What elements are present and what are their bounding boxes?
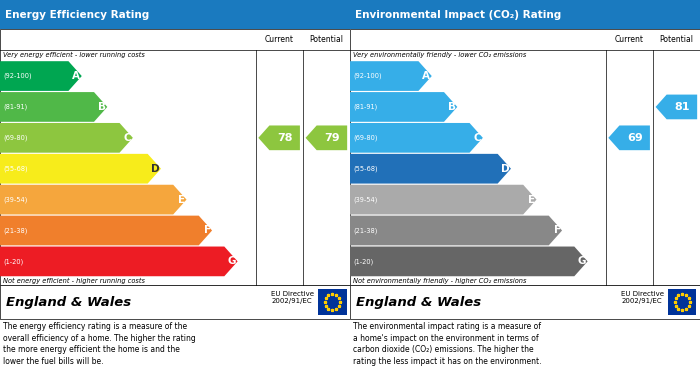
Polygon shape	[0, 123, 133, 152]
Text: Very energy efficient - lower running costs: Very energy efficient - lower running co…	[3, 52, 145, 57]
Text: A: A	[422, 71, 430, 81]
Text: 78: 78	[277, 133, 293, 143]
Bar	[350, 285, 700, 319]
Text: The environmental impact rating is a measure of
a home's impact on the environme: The environmental impact rating is a mea…	[353, 322, 541, 366]
Text: The energy efficiency rating is a measure of the
overall efficiency of a home. T: The energy efficiency rating is a measur…	[3, 322, 195, 366]
Bar	[0, 285, 350, 319]
Polygon shape	[0, 154, 161, 183]
Bar	[350, 29, 700, 285]
Text: B: B	[448, 102, 456, 112]
Polygon shape	[0, 185, 186, 214]
Text: Not environmentally friendly - higher CO₂ emissions: Not environmentally friendly - higher CO…	[353, 278, 526, 284]
Text: Energy Efficiency Rating: Energy Efficiency Rating	[6, 10, 150, 20]
Polygon shape	[0, 61, 82, 91]
Text: (1-20): (1-20)	[354, 258, 374, 265]
Text: (92-100): (92-100)	[354, 73, 382, 79]
Text: D: D	[501, 164, 510, 174]
Text: F: F	[204, 226, 211, 235]
Polygon shape	[306, 126, 347, 150]
Polygon shape	[0, 92, 107, 122]
Bar	[668, 289, 696, 315]
Text: (39-54): (39-54)	[354, 196, 378, 203]
Text: C: C	[124, 133, 132, 143]
Text: G: G	[578, 256, 587, 266]
Polygon shape	[350, 61, 432, 91]
Text: Very environmentally friendly - lower CO₂ emissions: Very environmentally friendly - lower CO…	[353, 52, 526, 57]
Text: 79: 79	[324, 133, 340, 143]
Text: (69-80): (69-80)	[354, 135, 378, 141]
Text: (39-54): (39-54)	[4, 196, 28, 203]
Text: D: D	[151, 164, 160, 174]
Text: G: G	[228, 256, 237, 266]
Text: (81-91): (81-91)	[4, 104, 28, 110]
Polygon shape	[350, 92, 457, 122]
Text: Environmental Impact (CO₂) Rating: Environmental Impact (CO₂) Rating	[355, 10, 561, 20]
Bar	[0, 29, 350, 285]
Text: EU Directive
2002/91/EC: EU Directive 2002/91/EC	[622, 291, 664, 303]
Polygon shape	[0, 215, 212, 246]
Text: F: F	[554, 226, 561, 235]
Text: Not energy efficient - higher running costs: Not energy efficient - higher running co…	[3, 278, 145, 284]
Text: EU Directive
2002/91/EC: EU Directive 2002/91/EC	[272, 291, 314, 303]
Polygon shape	[350, 215, 562, 246]
Text: E: E	[178, 195, 186, 204]
Text: 69: 69	[626, 133, 643, 143]
Polygon shape	[0, 246, 237, 276]
Text: (1-20): (1-20)	[4, 258, 24, 265]
Text: B: B	[98, 102, 106, 112]
Polygon shape	[350, 246, 587, 276]
Text: C: C	[474, 133, 482, 143]
Text: Current: Current	[615, 35, 643, 44]
Text: 81: 81	[674, 102, 690, 112]
Text: Potential: Potential	[659, 35, 694, 44]
Text: England & Wales: England & Wales	[6, 296, 132, 308]
Text: (21-38): (21-38)	[4, 227, 28, 234]
Text: England & Wales: England & Wales	[356, 296, 482, 308]
Bar	[318, 289, 346, 315]
Text: E: E	[528, 195, 536, 204]
Text: (55-68): (55-68)	[4, 165, 28, 172]
Polygon shape	[350, 154, 511, 183]
Text: Current: Current	[265, 35, 293, 44]
Text: Potential: Potential	[309, 35, 344, 44]
Text: (69-80): (69-80)	[4, 135, 28, 141]
Bar	[350, 0, 700, 29]
Polygon shape	[608, 126, 650, 150]
Polygon shape	[656, 95, 697, 119]
Text: (81-91): (81-91)	[354, 104, 378, 110]
Text: (21-38): (21-38)	[354, 227, 378, 234]
Text: A: A	[72, 71, 80, 81]
Polygon shape	[350, 185, 536, 214]
Polygon shape	[350, 123, 483, 152]
Polygon shape	[258, 126, 300, 150]
Bar	[0, 0, 350, 29]
Text: (92-100): (92-100)	[4, 73, 32, 79]
Text: (55-68): (55-68)	[354, 165, 378, 172]
